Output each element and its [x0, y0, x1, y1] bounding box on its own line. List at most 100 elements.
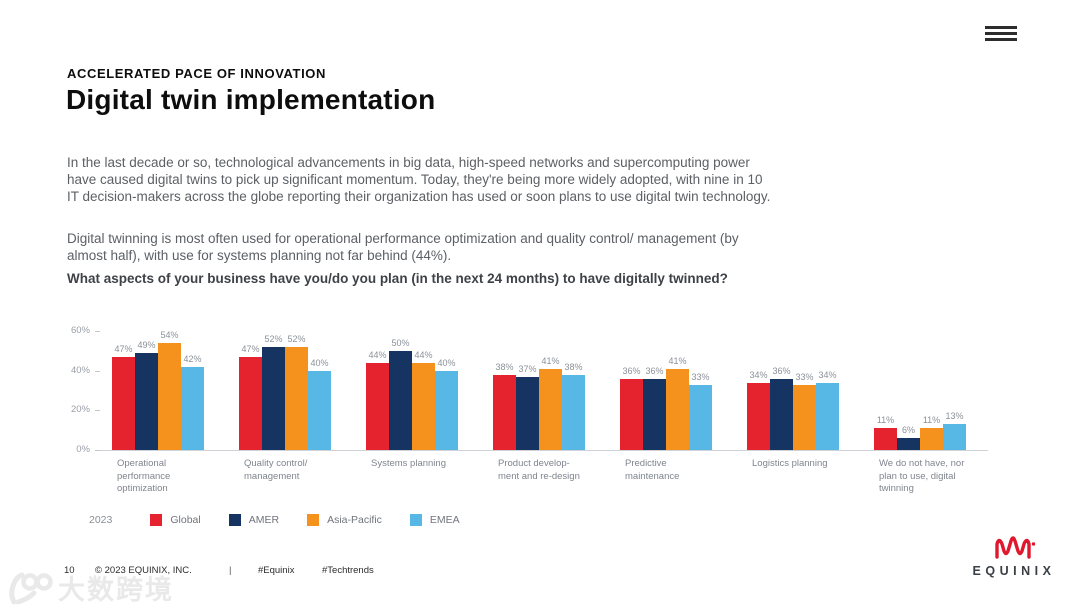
legend-label: EMEA	[429, 514, 460, 526]
hamburger-menu-icon[interactable]	[985, 26, 1017, 42]
legend-item-asia-pacific: Asia-Pacific	[307, 514, 382, 526]
y-axis-tick-label: 40%	[70, 364, 90, 376]
bar-value-label: 6%	[901, 425, 915, 435]
bar-value-label: 36%	[622, 366, 641, 376]
category-label: Quality control/ management	[244, 458, 308, 482]
bar-asia-pacific-4	[539, 369, 562, 450]
bar-value-label: 13%	[945, 411, 964, 421]
bar-global-5	[620, 379, 643, 450]
y-axis-tick	[95, 370, 100, 372]
y-axis-tick-label: 0%	[76, 444, 90, 455]
footer-separator: |	[229, 565, 232, 576]
bar-amer-6	[770, 379, 793, 450]
page-title: Digital twin implementation	[66, 84, 436, 115]
chart-legend: 2023 Global AMER Asia-Pacific EMEA	[89, 514, 488, 526]
legend-item-emea: EMEA	[409, 514, 460, 526]
category-label: Product develop- ment and re-design	[498, 458, 580, 482]
bar-value-label: 52%	[287, 334, 306, 344]
legend-swatch	[307, 514, 320, 526]
legend-year-label: 2023	[89, 514, 113, 526]
intro-paragraph-2: Digital twinning is most often used for …	[67, 231, 739, 264]
bar-amer-7	[897, 438, 920, 450]
bar-value-label: 38%	[495, 362, 514, 372]
bar-asia-pacific-1	[158, 343, 181, 450]
equinix-logo: EQUINIX	[958, 533, 1070, 578]
bar-global-2	[239, 357, 262, 450]
y-axis-tick	[95, 450, 100, 451]
x-axis-line	[100, 450, 988, 451]
bar-global-6	[747, 383, 770, 450]
bar-value-label: 38%	[564, 362, 583, 372]
bar-global-1	[112, 357, 135, 450]
bar-value-label: 37%	[518, 364, 537, 374]
bar-value-label: 34%	[749, 370, 768, 380]
bar-asia-pacific-3	[412, 363, 435, 450]
bar-value-label: 47%	[114, 344, 133, 354]
bar-value-label: 33%	[691, 372, 710, 382]
bar-global-7	[874, 428, 897, 450]
bar-asia-pacific-5	[666, 369, 689, 450]
category-label: Predictive maintenance	[625, 458, 680, 482]
category-label: Logistics planning	[752, 458, 828, 469]
bar-value-label: 11%	[922, 415, 941, 425]
grouped-bar-chart: 0% 20% 40% 60% 47% 49% 54% 42% Operational perfo…	[0, 325, 1080, 505]
equinix-mark-icon	[995, 536, 1036, 559]
bar-value-label: 41%	[668, 356, 687, 366]
intro-paragraph-1: In the last decade or so, technological …	[67, 155, 771, 205]
equinix-logo-text: EQUINIX	[972, 564, 1056, 578]
bar-amer-4	[516, 377, 539, 450]
bar-amer-2	[262, 347, 285, 450]
bar-value-label: 36%	[772, 366, 791, 376]
section-eyebrow: ACCELERATED PACE OF INNOVATION	[67, 66, 326, 81]
legend-swatch	[409, 514, 422, 526]
bar-value-label: 11%	[876, 415, 895, 425]
bar-value-label: 54%	[160, 330, 179, 340]
hashtag-equinix: #Equinix	[258, 565, 295, 576]
category-label: Operational performance optimization	[117, 458, 171, 494]
y-axis-tick-label: 60%	[70, 325, 90, 337]
bar-emea-5	[689, 385, 712, 450]
legend-item-global: Global	[150, 514, 201, 526]
hashtag-techtrends: #Techtrends	[322, 565, 374, 576]
legend-item-amer: AMER	[228, 514, 280, 526]
page-number: 10	[64, 565, 75, 576]
bar-value-label: 49%	[137, 340, 156, 350]
watermark-text: 大数跨境	[58, 575, 174, 605]
y-axis-tick	[95, 331, 100, 333]
bar-asia-pacific-2	[285, 347, 308, 450]
bar-value-label: 42%	[183, 354, 202, 364]
bar-emea-2	[308, 371, 331, 450]
bar-amer-1	[135, 353, 158, 450]
bar-value-label: 50%	[391, 338, 410, 348]
bar-global-3	[366, 363, 389, 450]
watermark: 大数跨境	[4, 568, 174, 607]
bar-value-label: 40%	[310, 358, 329, 368]
bar-amer-5	[643, 379, 666, 450]
category-label: Systems planning	[371, 458, 446, 469]
bar-value-label: 44%	[414, 350, 433, 360]
bar-emea-6	[816, 383, 839, 450]
slide-footer: 10 © 2023 EQUINIX, INC. | #Equinix #Tech…	[0, 565, 1080, 581]
watermark-icon	[9, 572, 53, 604]
bar-global-4	[493, 375, 516, 450]
bar-emea-3	[435, 371, 458, 450]
category-label: We do not have, nor plan to use, digital…	[879, 458, 965, 494]
bar-emea-4	[562, 375, 585, 450]
bar-value-label: 44%	[368, 350, 387, 360]
legend-label: AMER	[248, 514, 280, 526]
copyright-text: © 2023 EQUINIX, INC.	[95, 565, 192, 576]
legend-swatch	[150, 514, 163, 526]
bar-value-label: 36%	[645, 366, 664, 376]
bar-value-label: 41%	[541, 356, 560, 366]
bar-amer-3	[389, 351, 412, 450]
bar-value-label: 52%	[264, 334, 283, 344]
chart-question-title: What aspects of your business have you/d…	[67, 271, 728, 286]
legend-label: Global	[170, 514, 201, 526]
bar-value-label: 34%	[818, 370, 837, 380]
bar-asia-pacific-6	[793, 385, 816, 450]
legend-label: Asia-Pacific	[327, 514, 382, 526]
bar-emea-1	[181, 367, 204, 450]
bar-value-label: 47%	[241, 344, 260, 354]
bar-value-label: 33%	[795, 372, 814, 382]
